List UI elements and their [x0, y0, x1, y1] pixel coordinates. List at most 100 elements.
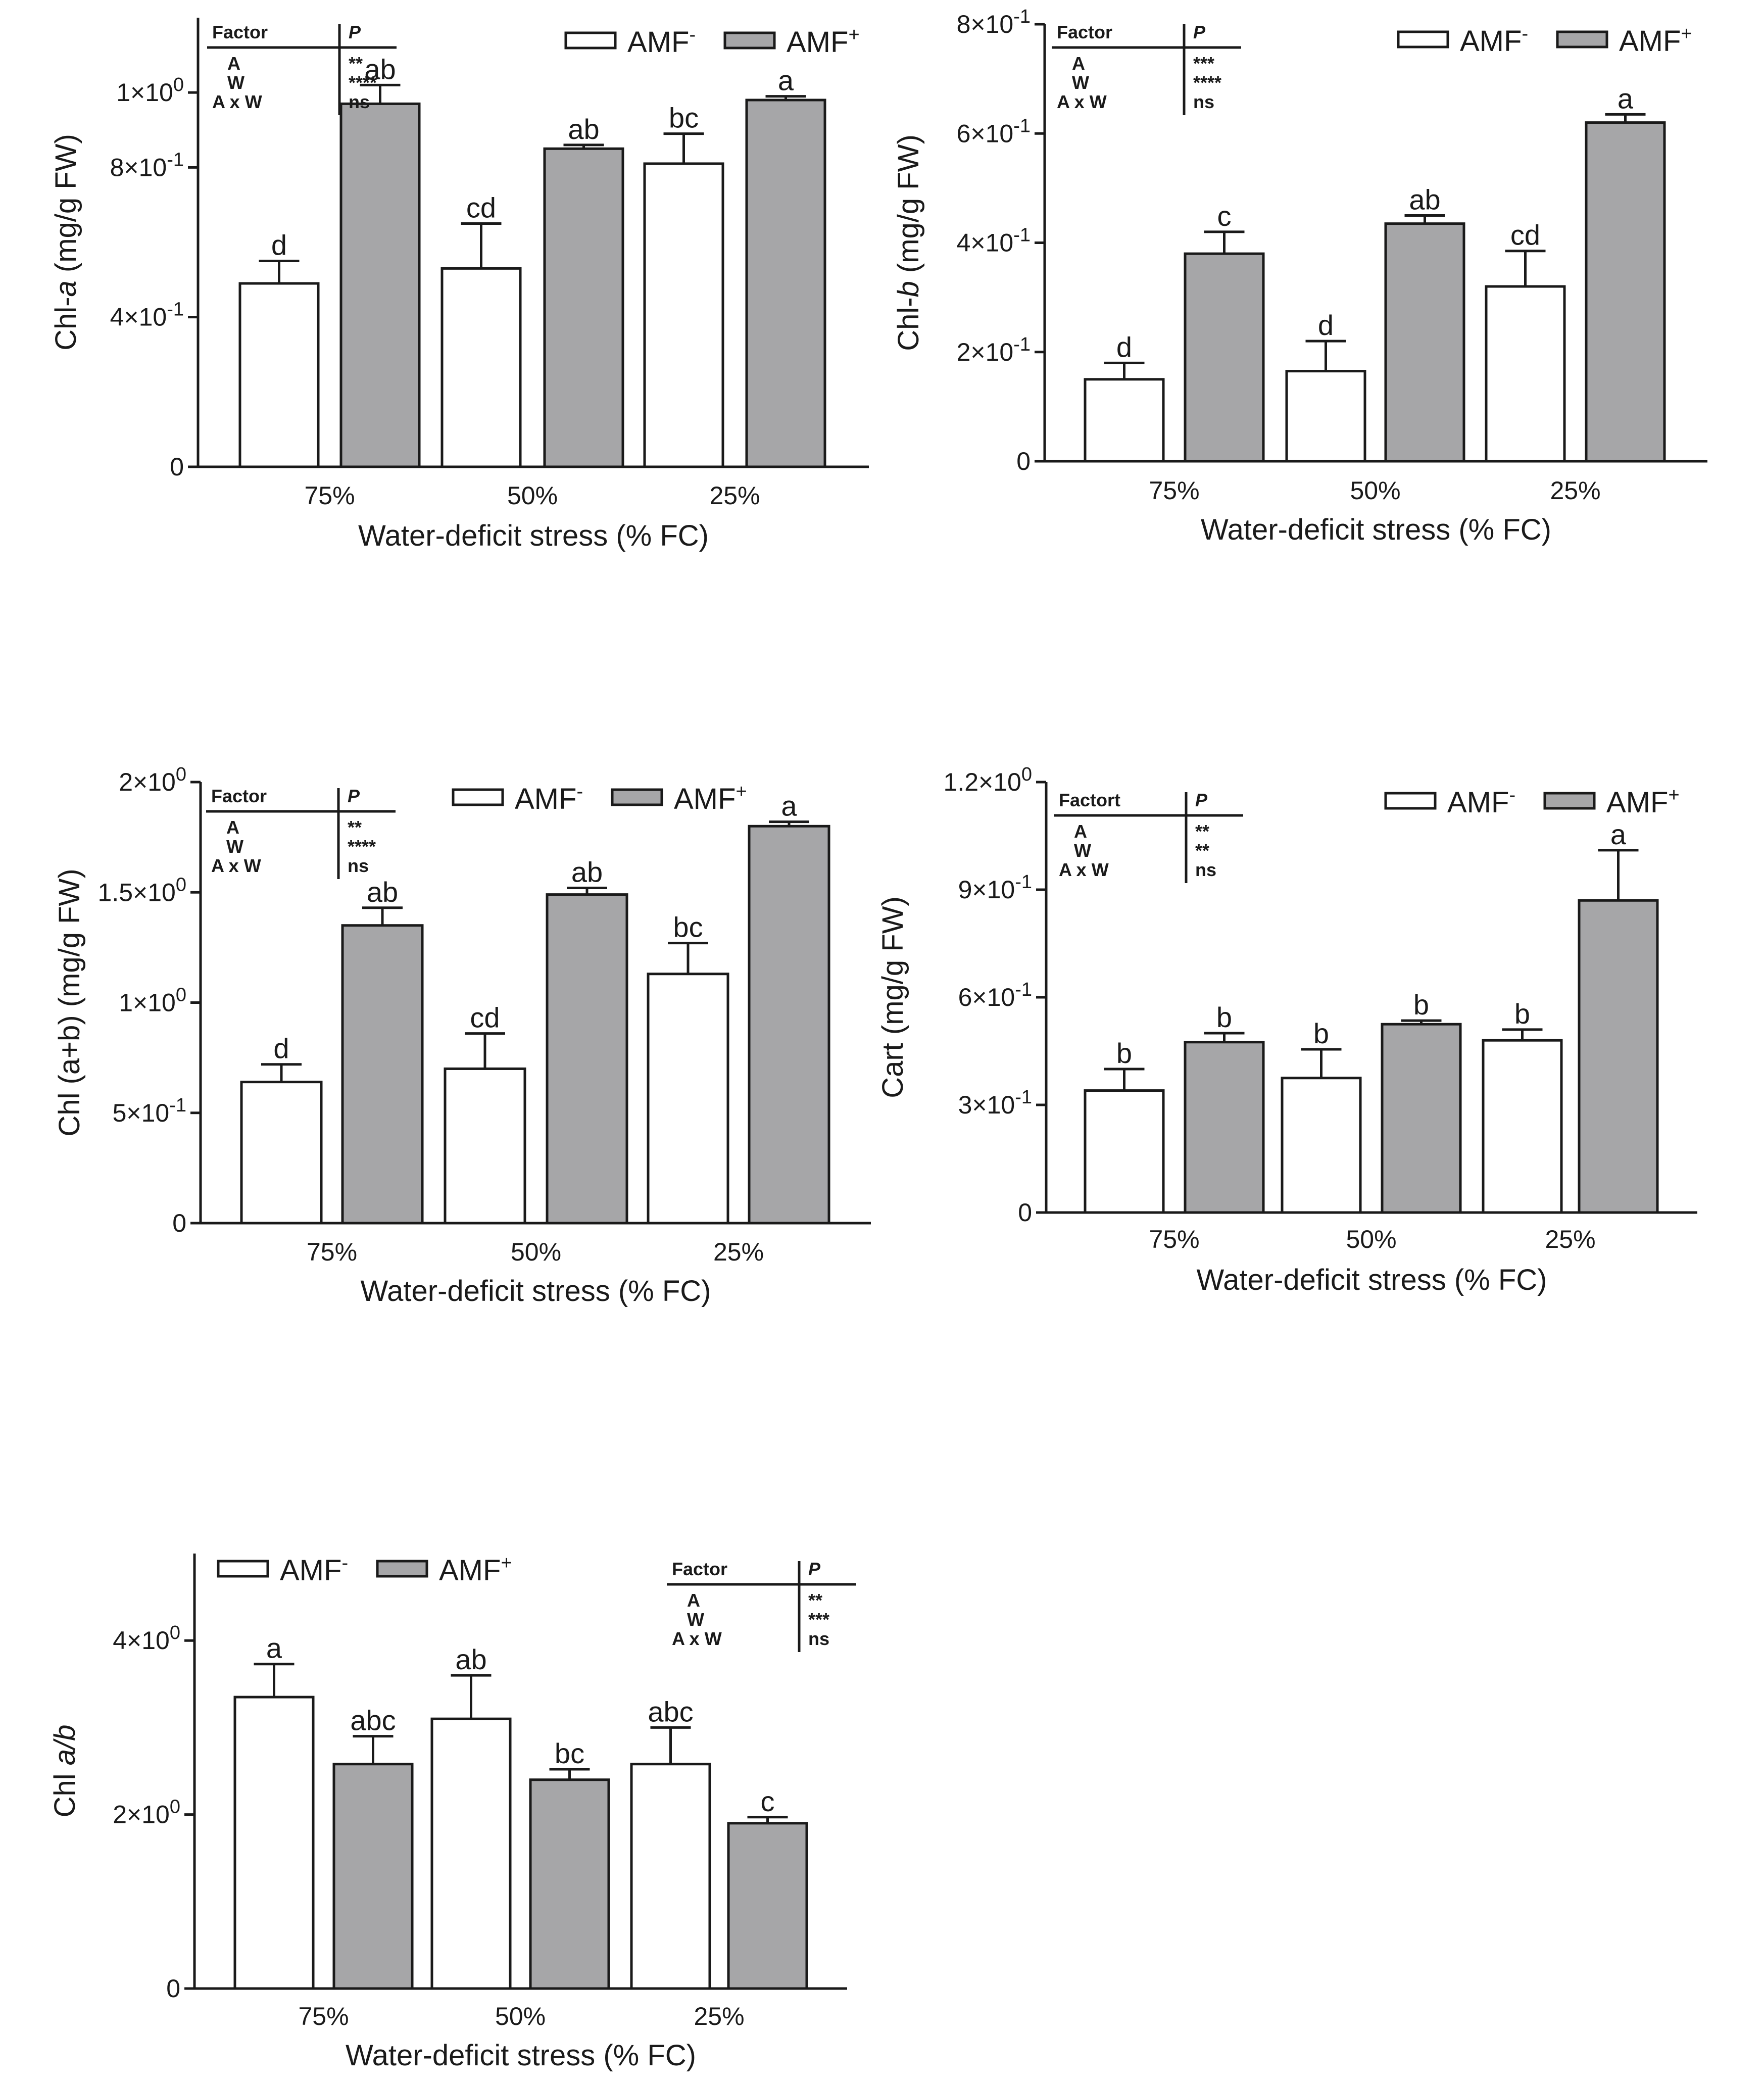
bar-amf-minus-50pct: [1281, 1077, 1362, 1214]
bar-amf-minus-50pct: [430, 1717, 512, 1990]
significance-letter: ab: [568, 113, 599, 145]
y-tick-label: 2×10-1: [957, 334, 1031, 366]
factor-table-factor: W: [1072, 72, 1089, 93]
factor-table-p-value: ****: [349, 72, 377, 93]
factor-table: Factor P A *** W **** A x W ns: [1052, 22, 1241, 115]
bar-amf-minus-25pct: [1482, 1039, 1563, 1214]
bar-amf-plus-50pct: [543, 147, 624, 468]
y-tick-label: 5×10-1: [113, 1095, 186, 1127]
factor-table-factor: A: [1072, 53, 1085, 74]
factor-table-header: Factort: [1059, 790, 1120, 810]
legend-swatch-amf-minus: [564, 31, 617, 50]
factor-table-factor: A x W: [672, 1628, 722, 1649]
x-tick-label: 25%: [713, 1238, 764, 1266]
bar-amf-minus-75pct: [233, 1696, 315, 1990]
factor-table-p-header: P: [348, 786, 360, 806]
y-tick-label: 1.5×100: [98, 874, 186, 906]
factor-table-p-value: **: [349, 53, 363, 74]
x-tick-label: 75%: [304, 481, 355, 510]
legend: AMF- AMF+: [1397, 23, 1692, 58]
significance-letter: b: [1313, 1018, 1329, 1049]
x-tick-label: 25%: [1550, 476, 1600, 505]
legend-swatch-amf-plus: [723, 31, 776, 50]
factor-table-factor: A: [1074, 821, 1087, 842]
chart-chl-a: 0 4×10-1 8×10-1 1×100 d ab 75% cd ab 50% bc a 25%Wat…: [50, 18, 869, 552]
y-tick-label: 0: [1016, 447, 1031, 475]
legend-label-amf-plus: AMF+: [1619, 23, 1692, 58]
legend: AMF- AMF+: [564, 24, 860, 59]
factor-table-header: Factor: [1057, 22, 1112, 42]
y-tick-label: 1.2×100: [944, 764, 1032, 796]
bar-amf-plus-25pct: [748, 825, 830, 1225]
factor-table-p-value: ns: [349, 91, 370, 112]
significance-letter: b: [1514, 998, 1530, 1030]
factor-table-factor: A x W: [212, 91, 262, 112]
bar-amf-plus-25pct: [727, 1822, 808, 1990]
legend-swatch-amf-minus: [217, 1560, 269, 1578]
factor-table: Factor P A ** W **** A x W ns: [206, 786, 396, 879]
y-tick-label: 0: [170, 453, 184, 481]
y-tick-label: 0: [172, 1209, 186, 1237]
factor-table: Factor P A ** W *** A x W ns: [667, 1559, 856, 1652]
chart-chl-ratio: 0 2×100 4×100 a abc 75% ab bc 50% abc c 25% Water-de…: [48, 1553, 856, 2072]
factor-table-p-value: **: [1195, 840, 1209, 861]
factor-table-p-value: ns: [348, 855, 369, 876]
significance-letter: c: [761, 1785, 775, 1817]
bar-amf-plus-25pct: [1578, 899, 1659, 1214]
x-axis-title: Water-deficit stress (% FC): [1197, 1264, 1547, 1296]
x-axis-title: Water-deficit stress (% FC): [1201, 513, 1551, 546]
factor-table-factor: W: [226, 836, 243, 857]
factor-table-factor: A: [687, 1590, 700, 1611]
significance-letter: ab: [571, 856, 603, 888]
significance-letter: bc: [555, 1737, 584, 1769]
y-tick-label: 9×10-1: [958, 871, 1032, 904]
bar-amf-minus-50pct: [1285, 370, 1366, 463]
bar-amf-minus-75pct: [1084, 378, 1165, 463]
factor-table-header: Factor: [212, 22, 268, 42]
legend-swatch-amf-plus: [1543, 792, 1596, 810]
legend-swatch-amf-minus: [1384, 792, 1437, 810]
significance-letter: b: [1413, 989, 1429, 1021]
significance-letter: a: [1618, 82, 1634, 114]
x-axis-title: Water-deficit stress (% FC): [358, 519, 709, 552]
legend-swatch-amf-plus: [376, 1560, 428, 1578]
legend-label-amf-minus: AMF-: [515, 781, 583, 815]
significance-letter: b: [1216, 1001, 1232, 1033]
chart-cart: 0 3×10-1 6×10-1 9×10-1 1.2×100 b b 75% b b 50% b a 25…: [876, 764, 1697, 1296]
bar-amf-minus-75pct: [1084, 1089, 1165, 1214]
x-tick-label: 75%: [1149, 476, 1199, 505]
significance-letter: a: [781, 790, 797, 822]
legend-swatch-amf-plus: [611, 788, 663, 806]
significance-letter: d: [1318, 309, 1334, 341]
significance-letter: bc: [673, 911, 703, 943]
y-tick-label: 4×10-1: [957, 225, 1031, 257]
y-tick-label: 3×10-1: [958, 1087, 1032, 1119]
significance-letter: a: [778, 65, 794, 96]
factor-table-p-header: P: [1195, 790, 1208, 810]
y-tick-label: 0: [1018, 1198, 1032, 1227]
factor-table-p-value: **: [1195, 821, 1209, 842]
x-tick-label: 50%: [1346, 1225, 1396, 1253]
x-tick-label: 75%: [298, 2002, 349, 2030]
significance-letter: d: [271, 229, 287, 261]
legend-label-amf-plus: AMF+: [674, 781, 747, 815]
legend: AMF- AMF+: [452, 781, 747, 815]
significance-letter: ab: [455, 1643, 486, 1675]
factor-table-factor: A x W: [1059, 859, 1109, 880]
bar-amf-plus-75pct: [341, 924, 424, 1225]
factor-table-p-value: ns: [1193, 91, 1214, 112]
x-tick-label: 50%: [511, 1238, 561, 1266]
legend-label-amf-minus: AMF-: [1460, 23, 1528, 58]
legend-label-amf-minus: AMF-: [627, 24, 696, 59]
y-tick-label: 2×100: [113, 1797, 180, 1829]
significance-letter: d: [1116, 331, 1132, 363]
x-tick-label: 25%: [1545, 1225, 1595, 1253]
legend-label-amf-minus: AMF-: [1447, 785, 1515, 819]
legend-label-amf-plus: AMF+: [439, 1553, 512, 1587]
factor-table-header: Factor: [211, 786, 267, 806]
bar-amf-plus-50pct: [1384, 222, 1465, 463]
x-tick-label: 50%: [495, 2002, 546, 2030]
bar-amf-plus-75pct: [1184, 252, 1265, 463]
significance-letter: bc: [669, 102, 699, 134]
